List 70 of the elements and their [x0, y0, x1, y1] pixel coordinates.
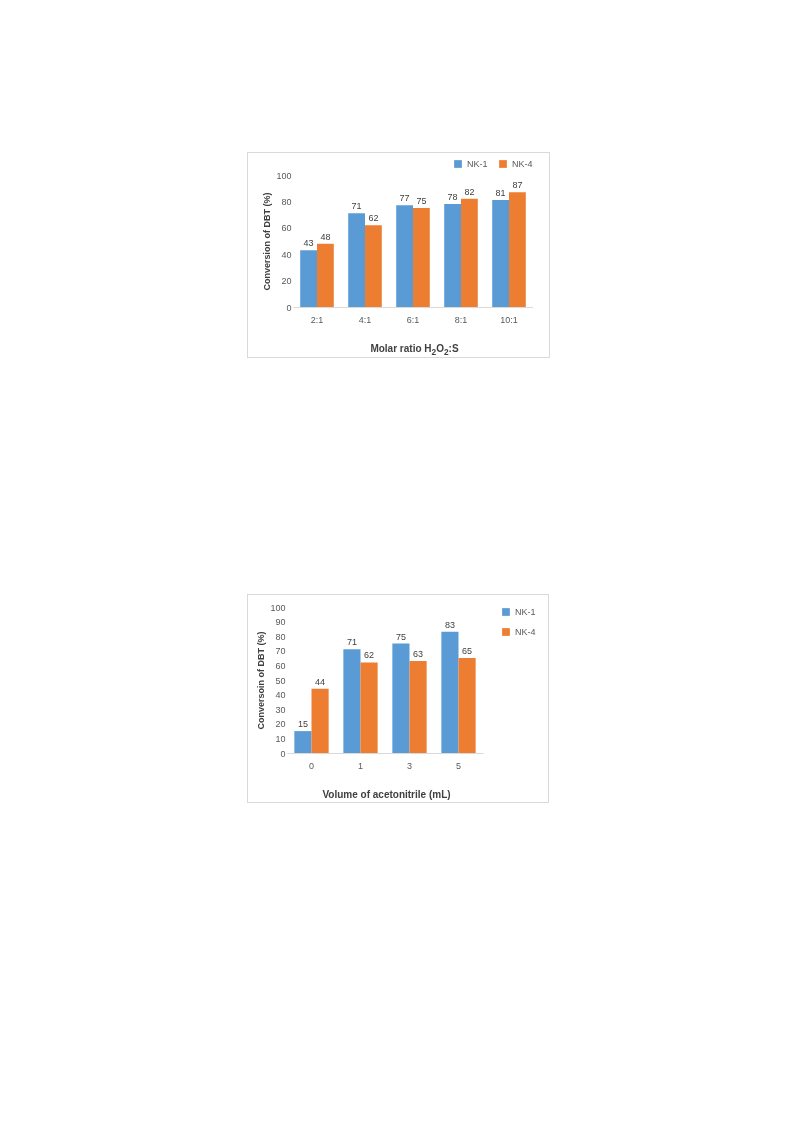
bar — [365, 225, 382, 307]
bar — [392, 643, 410, 753]
bar — [317, 243, 334, 307]
legend-label: NK-1 — [515, 607, 536, 617]
data-label: 63 — [413, 649, 424, 660]
legend-label: NK-4 — [512, 159, 533, 169]
x-tick-label: 5 — [455, 760, 462, 771]
bar — [360, 662, 378, 753]
y-axis-title: Conversion of DBT (%) — [262, 192, 273, 291]
y-tick-label: 40 — [275, 690, 286, 701]
y-tick-label: 60 — [281, 223, 292, 234]
y-tick-label: 80 — [281, 196, 292, 207]
data-label: 78 — [447, 192, 458, 203]
data-label: 83 — [444, 619, 455, 630]
data-label: 62 — [364, 650, 375, 661]
bar — [444, 204, 461, 307]
data-label: 65 — [462, 646, 473, 657]
y-tick-label: 0 — [280, 748, 286, 759]
y-tick-label: 90 — [275, 617, 286, 628]
bar — [461, 198, 478, 307]
y-tick-label: 60 — [275, 660, 286, 671]
x-tick-label: 6:1 — [406, 314, 420, 325]
x-axis-title: Volume of acetonitrile (mL) — [321, 789, 452, 800]
bar — [348, 213, 365, 307]
y-tick-label: 40 — [281, 249, 292, 260]
bar — [311, 688, 329, 753]
bar — [509, 192, 526, 307]
bar — [409, 661, 427, 753]
legend-label: NK-1 — [467, 159, 488, 169]
data-label: 62 — [368, 213, 379, 224]
x-tick-label: 3 — [406, 760, 413, 771]
y-tick-label: 0 — [286, 302, 292, 313]
data-label: 82 — [464, 186, 475, 197]
x-axis-title: Molar ratio H$_{2}$O$_{2}$:S — [369, 343, 460, 357]
bar — [413, 208, 430, 307]
y-tick-label: 10 — [275, 733, 286, 744]
y-axis-title: Conversoin of DBT (%) — [256, 631, 267, 730]
x-tick-label: 2:1 — [310, 314, 324, 325]
legend-label: NK-4 — [515, 627, 536, 637]
data-label: 81 — [495, 188, 506, 199]
bar — [492, 200, 509, 307]
x-tick-label: 10:1 — [500, 314, 518, 325]
data-label: 71 — [346, 637, 357, 648]
bar — [441, 631, 459, 753]
data-label: 77 — [399, 193, 410, 204]
bar — [458, 658, 476, 753]
data-label: 15 — [297, 719, 308, 730]
bar — [343, 649, 361, 753]
data-label: 87 — [512, 180, 523, 191]
data-label: 44 — [315, 676, 326, 687]
data-label: 75 — [416, 196, 427, 206]
data-label: 75 — [395, 631, 406, 642]
y-tick-label: 100 — [276, 170, 292, 181]
y-tick-label: 50 — [275, 675, 286, 686]
bar — [300, 250, 317, 307]
x-tick-label: 4:1 — [358, 314, 372, 325]
x-tick-label: 0 — [308, 760, 315, 771]
y-tick-label: 20 — [275, 719, 286, 730]
y-tick-label: 70 — [275, 646, 286, 657]
x-tick-label: 8:1 — [454, 314, 468, 325]
y-tick-label: 20 — [281, 276, 292, 287]
bar — [396, 205, 413, 307]
bar — [294, 731, 312, 753]
y-tick-label: 80 — [275, 631, 286, 642]
x-tick-label: 1 — [357, 760, 364, 771]
data-label: 43 — [303, 238, 314, 249]
data-label: 71 — [351, 201, 362, 212]
y-tick-label: 100 — [270, 602, 286, 613]
data-label: 48 — [320, 231, 331, 242]
y-tick-label: 30 — [275, 704, 286, 715]
